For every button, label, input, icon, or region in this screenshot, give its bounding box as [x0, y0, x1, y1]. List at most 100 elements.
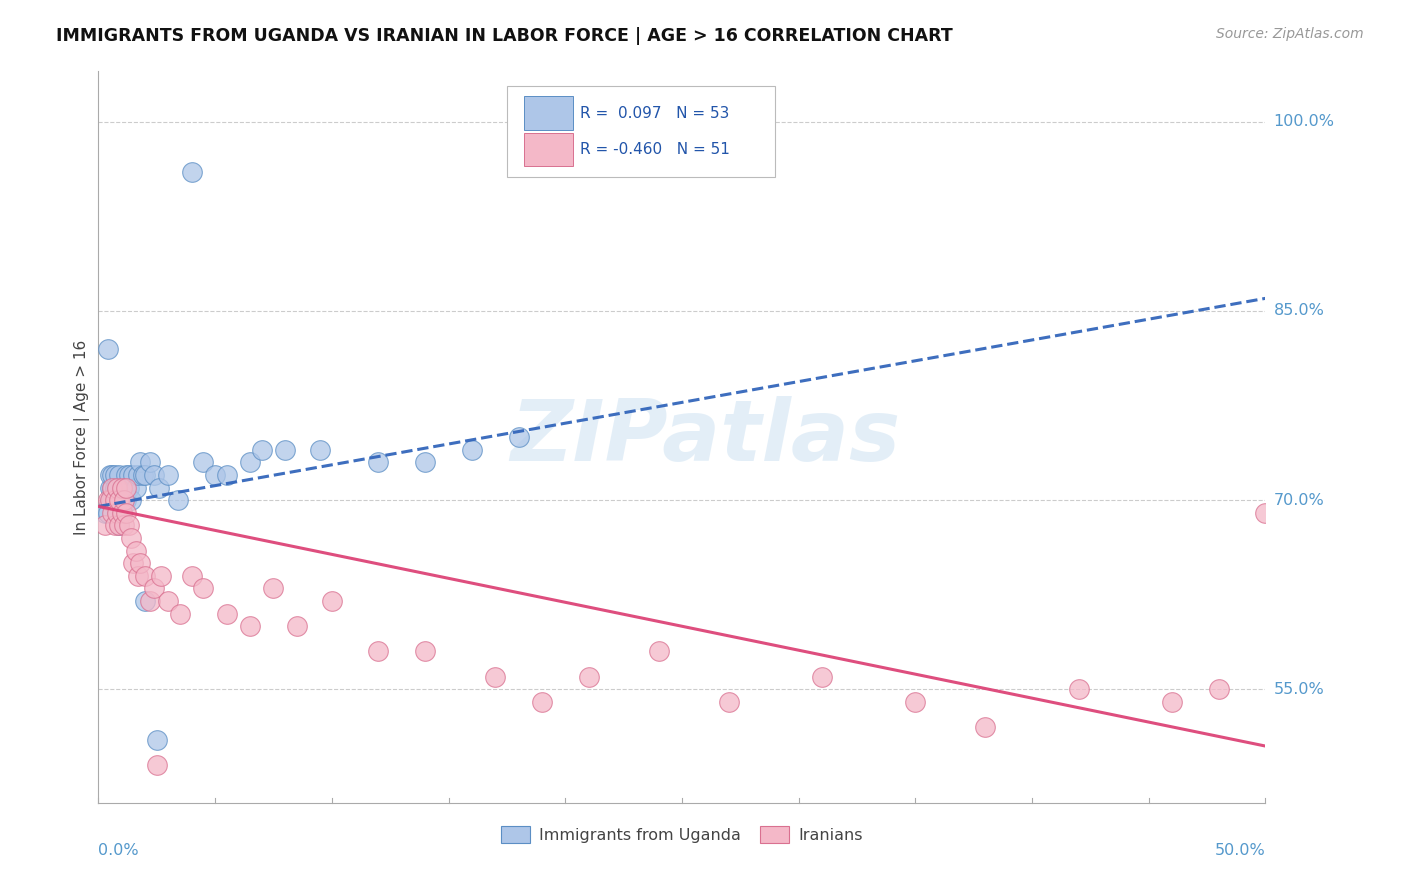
Point	[104, 518, 127, 533]
Point	[112, 493, 135, 508]
Point	[215, 607, 238, 621]
Point	[127, 569, 149, 583]
Point	[215, 467, 238, 482]
Point	[146, 758, 169, 772]
Point	[111, 506, 134, 520]
Point	[239, 455, 262, 469]
Text: 100.0%: 100.0%	[1274, 114, 1334, 129]
Point	[1254, 506, 1277, 520]
Point	[118, 467, 141, 482]
Text: 55.0%: 55.0%	[1274, 681, 1324, 697]
Point	[157, 594, 180, 608]
Point	[129, 455, 152, 469]
Point	[104, 467, 127, 482]
Text: ZIPatlas: ZIPatlas	[510, 395, 900, 479]
Point	[134, 569, 156, 583]
FancyBboxPatch shape	[508, 86, 775, 178]
Point	[105, 493, 128, 508]
Point	[108, 493, 131, 508]
Point	[111, 481, 134, 495]
Point	[94, 506, 117, 520]
Text: 70.0%: 70.0%	[1274, 492, 1324, 508]
Point	[413, 644, 436, 658]
Point	[118, 481, 141, 495]
Point	[1161, 695, 1184, 709]
Point	[461, 442, 484, 457]
Point	[166, 493, 188, 508]
Point	[150, 569, 173, 583]
Point	[111, 481, 134, 495]
Point	[148, 481, 170, 495]
Point	[115, 506, 138, 520]
Point	[1208, 682, 1230, 697]
Point	[180, 165, 202, 179]
Point	[321, 594, 343, 608]
Point	[108, 493, 131, 508]
Point	[508, 430, 530, 444]
Point	[146, 732, 169, 747]
Y-axis label: In Labor Force | Age > 16: In Labor Force | Age > 16	[75, 340, 90, 534]
Point	[111, 493, 134, 508]
Point	[125, 543, 148, 558]
Point	[143, 467, 166, 482]
Point	[285, 619, 308, 633]
Point	[120, 531, 142, 545]
Point	[98, 493, 121, 508]
Point	[104, 481, 127, 495]
Point	[104, 493, 127, 508]
Legend: Immigrants from Uganda, Iranians: Immigrants from Uganda, Iranians	[495, 820, 869, 850]
Point	[169, 607, 191, 621]
Point	[484, 670, 506, 684]
Point	[108, 518, 131, 533]
Point	[180, 569, 202, 583]
Point	[118, 518, 141, 533]
Point	[97, 342, 120, 356]
Point	[101, 467, 124, 482]
Text: R =  0.097   N = 53: R = 0.097 N = 53	[581, 105, 730, 120]
Point	[193, 582, 215, 596]
Point	[105, 506, 128, 520]
Point	[112, 518, 135, 533]
Point	[98, 467, 121, 482]
Point	[129, 556, 152, 570]
Point	[413, 455, 436, 469]
Point	[115, 467, 138, 482]
Point	[274, 442, 297, 457]
Point	[97, 493, 120, 508]
Point	[101, 506, 124, 520]
Point	[309, 442, 332, 457]
Text: 0.0%: 0.0%	[98, 843, 139, 858]
Point	[115, 493, 138, 508]
Point	[115, 481, 138, 495]
Text: R = -0.460   N = 51: R = -0.460 N = 51	[581, 142, 730, 157]
Point	[139, 594, 162, 608]
Point	[367, 455, 389, 469]
Point	[104, 493, 127, 508]
Point	[112, 481, 135, 495]
Point	[112, 493, 135, 508]
Point	[98, 493, 121, 508]
Point	[974, 720, 997, 734]
Point	[143, 582, 166, 596]
Point	[134, 594, 156, 608]
Point	[97, 506, 120, 520]
Point	[105, 481, 128, 495]
Point	[717, 695, 740, 709]
FancyBboxPatch shape	[524, 133, 574, 167]
Point	[811, 670, 834, 684]
Point	[204, 467, 226, 482]
Point	[108, 467, 131, 482]
Point	[101, 481, 124, 495]
Point	[122, 467, 145, 482]
Point	[578, 670, 600, 684]
Point	[1067, 682, 1090, 697]
Text: 85.0%: 85.0%	[1274, 303, 1324, 318]
Point	[98, 481, 121, 495]
Point	[132, 467, 155, 482]
Point	[105, 506, 128, 520]
Point	[101, 481, 124, 495]
Point	[530, 695, 553, 709]
Point	[111, 506, 134, 520]
Point	[105, 481, 128, 495]
Point	[239, 619, 262, 633]
